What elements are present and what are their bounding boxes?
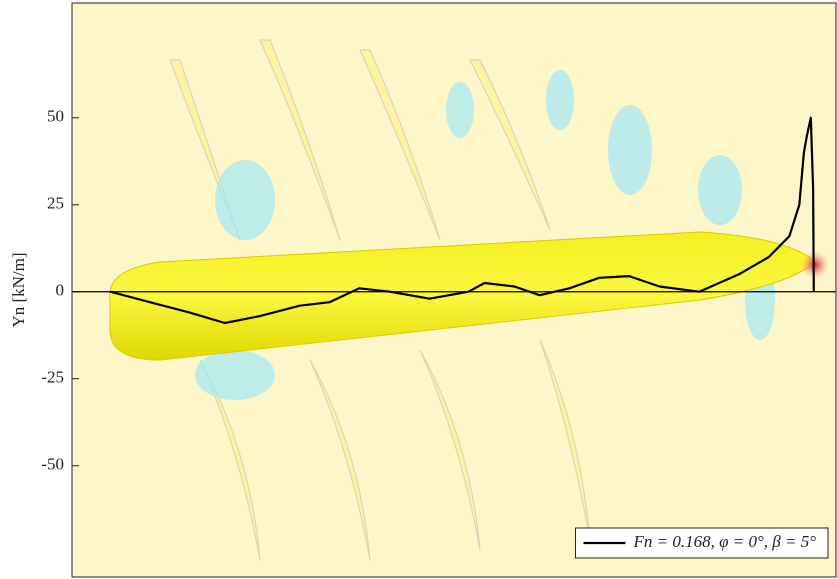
legend-label: Fn = 0.168, φ = 0°, β = 5° bbox=[632, 532, 816, 551]
legend: Fn = 0.168, φ = 0°, β = 5° bbox=[574, 527, 829, 559]
y-tick-label: 0 bbox=[56, 281, 65, 300]
y-tick-label: 50 bbox=[47, 107, 64, 126]
y-tick-label: 25 bbox=[47, 194, 64, 213]
y-tick-label: -25 bbox=[41, 368, 64, 387]
y-tick-label: -50 bbox=[41, 455, 64, 474]
background-field bbox=[72, 3, 836, 577]
plot-frame bbox=[71, 2, 837, 578]
data-line bbox=[109, 116, 815, 325]
y-axis-label: Yn [kN/m] bbox=[9, 252, 28, 327]
